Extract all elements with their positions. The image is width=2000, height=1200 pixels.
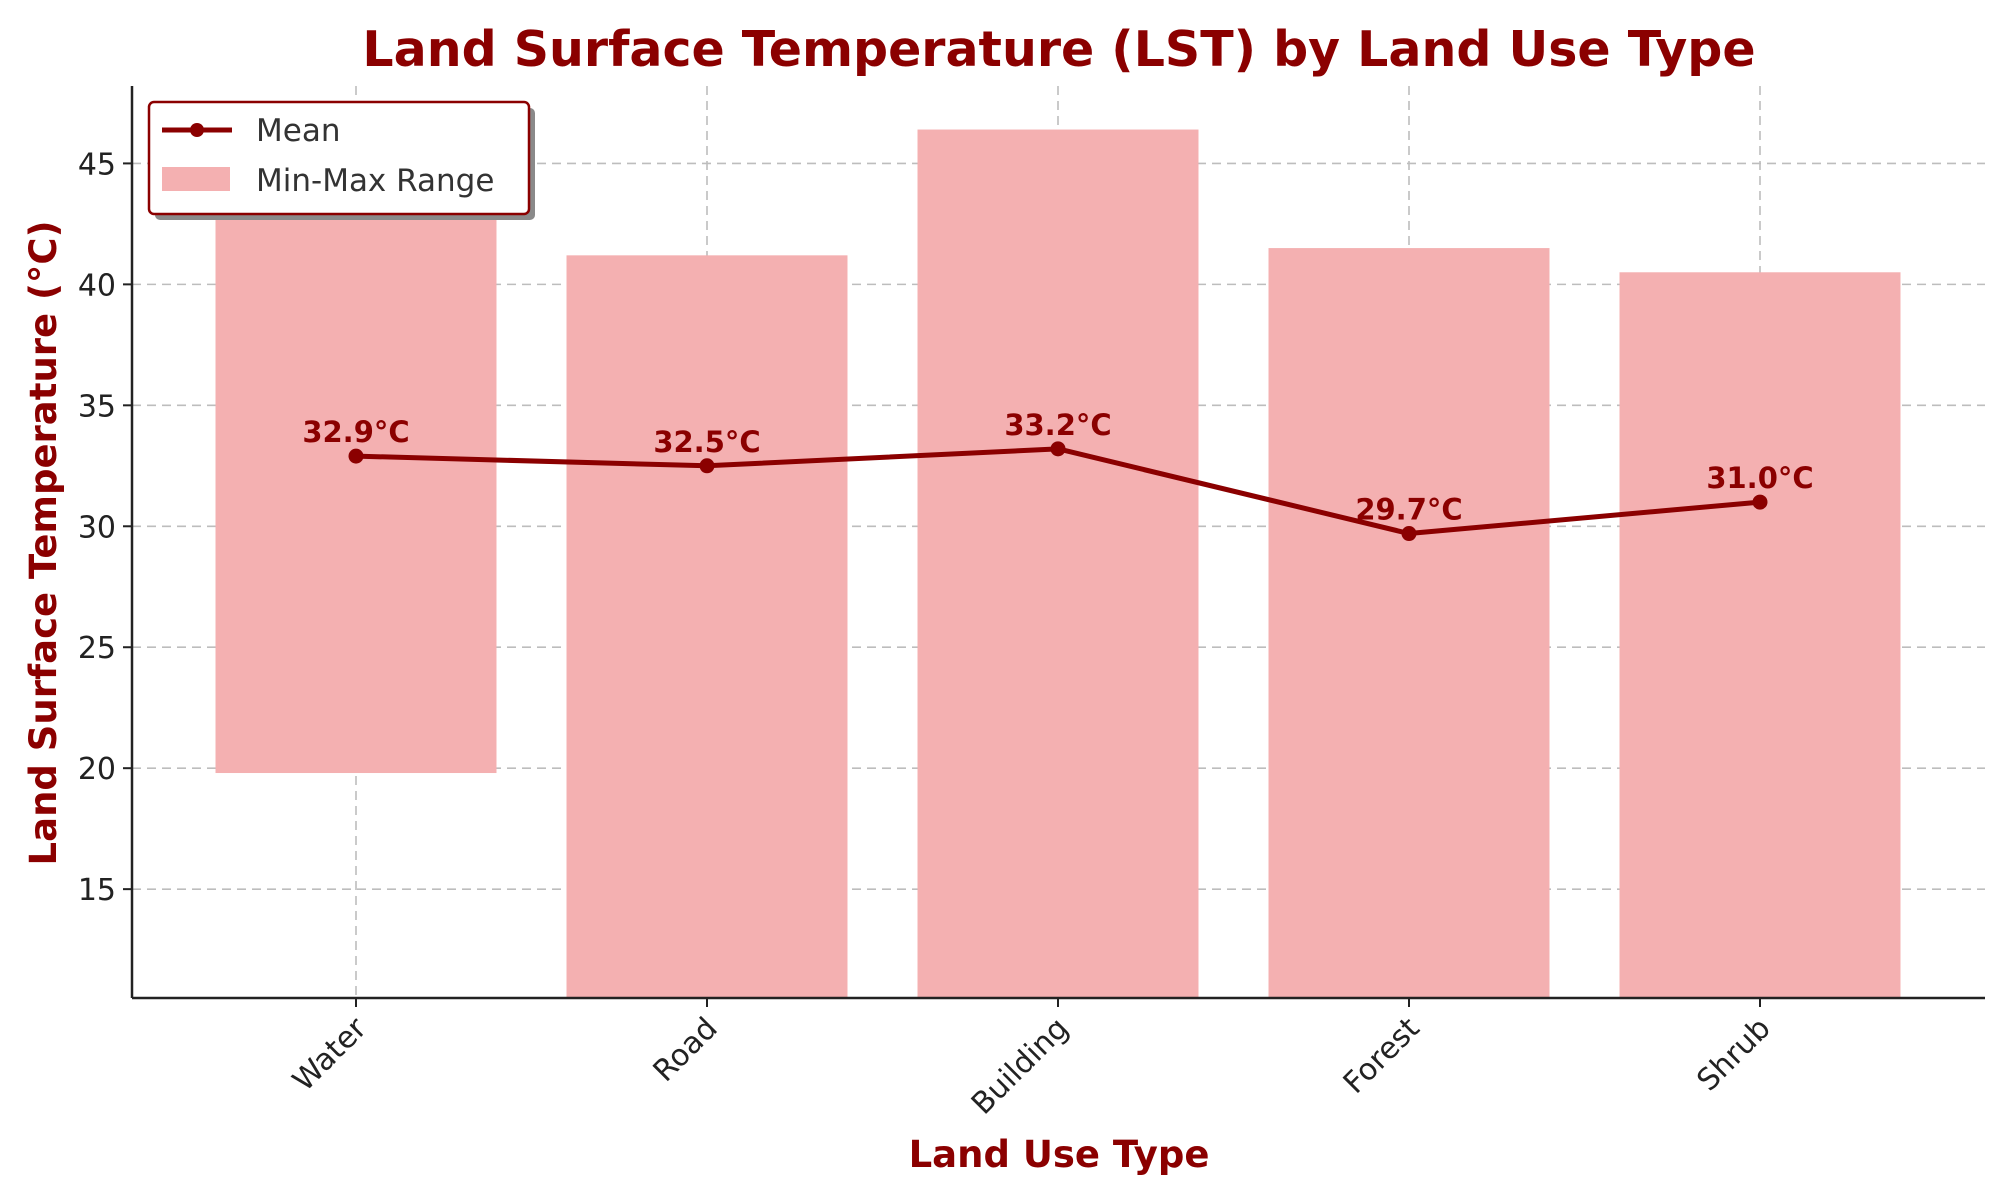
mean-point-forest — [1401, 526, 1417, 542]
legend-range-label: Min-Max Range — [256, 163, 494, 199]
y-tick-label: 30 — [78, 510, 116, 545]
range-bar-water — [215, 187, 497, 774]
x-tick-label-road: Road — [647, 1011, 725, 1089]
mean-point-shrub — [1752, 494, 1768, 510]
range-bar-forest — [1268, 248, 1550, 998]
mean-value-label: 32.9°C — [302, 415, 409, 449]
legend-mean-label: Mean — [256, 113, 340, 149]
x-tick-label-shrub: Shrub — [1690, 1011, 1777, 1098]
mean-point-building — [1050, 441, 1066, 457]
y-axis-title: Land Surface Temperature (°C) — [22, 221, 65, 866]
range-bar-road — [566, 255, 848, 999]
legend-mean-marker-icon — [190, 123, 204, 137]
y-tick-label: 25 — [78, 631, 116, 666]
range-bar-shrub — [1619, 272, 1901, 998]
legend-box — [147, 100, 531, 216]
y-tick-label: 40 — [78, 268, 116, 303]
mean-point-road — [699, 458, 715, 474]
range-bar-building — [917, 129, 1199, 998]
data-labels: 32.9°C 32.5°C 33.2°C 29.7°C 31.0°C — [302, 408, 1813, 527]
mean-value-label: 29.7°C — [1355, 493, 1462, 527]
x-tick-label-water: Water — [286, 1010, 374, 1098]
range-bars — [215, 129, 1901, 999]
x-tick-label-forest: Forest — [1337, 1011, 1427, 1101]
mean-value-label: 33.2°C — [1004, 408, 1111, 442]
y-tick-label: 35 — [78, 389, 116, 424]
mean-value-label: 31.0°C — [1706, 461, 1813, 495]
y-tick-label: 45 — [78, 147, 116, 182]
mean-point-water — [348, 448, 364, 464]
x-tick-label-building: Building — [965, 1011, 1076, 1122]
y-tick-label: 20 — [78, 752, 116, 787]
mean-line-series — [348, 441, 1768, 542]
mean-value-label: 32.5°C — [653, 425, 760, 459]
legend-range-swatch-icon — [162, 167, 230, 191]
legend: Mean Min-Max Range — [147, 100, 535, 220]
chart-title: Land Surface Temperature (LST) by Land U… — [362, 21, 1755, 78]
x-axis-title: Land Use Type — [909, 1133, 1210, 1176]
y-tick-label: 15 — [78, 873, 116, 908]
